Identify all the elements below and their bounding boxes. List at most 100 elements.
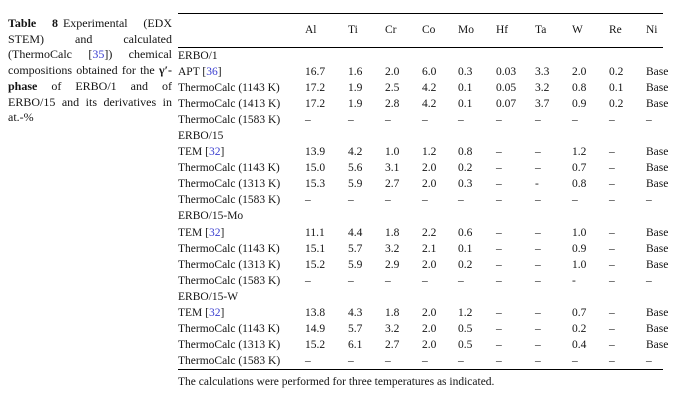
value-cell: 0.1 [458,97,473,110]
citation-ref-32[interactable]: 32 [208,146,221,159]
value-cell: – [422,274,428,287]
value-cell: 1.8 [385,226,400,239]
row-label: APT [36] [178,65,222,78]
value-cell: Base [646,178,669,191]
value-cell: 2.0 [422,307,437,319]
value-cell: 5.9 [348,178,363,191]
value-cell: 2.0 [572,65,587,78]
value-cell: – [646,113,652,126]
row-label: ThermoCalc (1583 K) [178,113,281,126]
caption-text-3: of ERBO/1 and of ERBO/15 and its derivat… [8,78,172,125]
value-cell: 1.2 [458,307,473,319]
data-row: TEM [32] 11.1 4.4 1.8 2.2 0.6 – – 1.0 – Base [178,225,668,241]
row-label: TEM [32] [178,226,225,239]
value-cell: 16.7 [305,65,326,78]
value-cell: – [422,113,428,126]
caption-phase-term: γ′-phase [8,63,172,93]
value-cell: 0.3 [458,65,473,78]
row-label: ERBO/15-W [178,290,239,303]
row-label: ThermoCalc (1413 K) [178,97,281,110]
value-cell: 2.0 [422,178,437,191]
value-cell: – [535,323,541,336]
value-cell: – [535,307,541,319]
citation-ref-32[interactable]: 32 [208,226,221,239]
data-row: ThermoCalc (1313 K) 15.3 5.9 2.7 2.0 0.3 – - 0.8… [178,176,669,192]
value-cell: 0.2 [458,258,473,271]
value-cell: 4.2 [422,97,437,110]
value-cell: 0.03 [496,65,517,78]
data-row: ThermoCalc (1583 K) – – – – – – – – – – [178,112,663,128]
value-cell: – [422,194,428,207]
value-cell: 14.9 [305,323,326,336]
value-cell: 0.2 [609,65,624,78]
value-cell: – [609,339,615,352]
value-cell: – [535,194,541,207]
value-cell: – [535,113,541,126]
value-cell: 1.0 [385,146,400,159]
value-cell: – [385,355,391,368]
col-header-ni: Ni [646,13,663,48]
row-label: TEM [32] [178,146,225,159]
value-cell: 3.2 [385,242,400,255]
value-cell: – [535,146,541,159]
value-cell: – [305,194,311,207]
value-cell: 2.0 [385,65,400,78]
value-cell: 0.1 [458,81,473,94]
value-cell: 17.2 [305,97,326,110]
value-cell: – [496,194,502,207]
value-cell: 15.2 [305,258,326,271]
data-row: APT [36] 16.7 1.6 2.0 6.0 0.3 0.03 3.3 2.0 0.2 Bas… [178,64,669,80]
data-row: ThermoCalc (1143 K) 14.9 5.7 3.2 2.0 0.5 – – 0.2… [178,321,668,337]
value-cell: 13.8 [305,307,326,319]
value-cell: 0.7 [572,162,587,175]
value-cell: 0.5 [458,323,473,336]
col-header-mo: Mo [458,13,496,48]
row-label-header [178,13,305,48]
value-cell: 2.5 [385,81,400,94]
value-cell: – [646,194,652,207]
row-label: ThermoCalc (1583 K) [178,194,281,207]
value-cell: Base [646,65,669,78]
col-header-w: W [572,13,609,48]
value-cell: 0.8 [458,146,473,159]
section-row: ERBO/1 [178,47,663,64]
row-label: ThermoCalc (1583 K) [178,355,281,368]
value-cell: – [496,323,502,336]
value-cell: – [535,339,541,352]
data-row: ThermoCalc (1413 K) 17.2 1.9 2.8 4.2 0.1 0.07 3… [178,96,668,112]
row-label: ERBO/1 [178,49,218,62]
row-label: ThermoCalc (1143 K) [178,162,280,175]
value-cell: 5.6 [348,162,363,175]
value-cell: 1.9 [348,81,363,94]
value-cell: 5.7 [348,323,363,336]
value-cell: 1.2 [422,146,437,159]
value-cell: 2.8 [385,97,400,110]
value-cell: 0.2 [609,97,624,110]
row-label: TEM [32] [178,307,225,319]
value-cell: 0.1 [458,242,473,255]
citation-ref-36[interactable]: 36 [206,65,218,78]
citation-ref-35[interactable]: 35 [92,47,105,62]
value-cell: 1.6 [348,65,363,78]
value-cell: – [348,113,354,126]
value-cell: – [572,194,578,207]
data-row: ThermoCalc (1583 K) – – – – – – – – – – [178,353,663,370]
value-cell: – [535,226,541,239]
value-cell: Base [646,307,669,319]
value-cell: 15.1 [305,242,326,255]
value-cell: 4.3 [348,307,363,319]
col-header-re: Re [609,13,646,48]
value-cell: 0.6 [458,226,473,239]
value-cell: – [609,146,615,159]
row-label: ERBO/15 [178,129,224,142]
value-cell: – [646,274,652,287]
caption-text-2: ]) chemical compositions obtained for th… [8,47,172,78]
row-label: ThermoCalc (1313 K) [178,178,281,191]
value-cell: 2.0 [422,323,437,336]
section-row: ERBO/15 [178,128,663,144]
value-cell: – [572,355,578,368]
citation-ref-32[interactable]: 32 [208,307,221,319]
value-cell: – [496,339,502,352]
value-cell: 1.0 [572,226,587,239]
value-cell: 0.3 [458,178,473,191]
